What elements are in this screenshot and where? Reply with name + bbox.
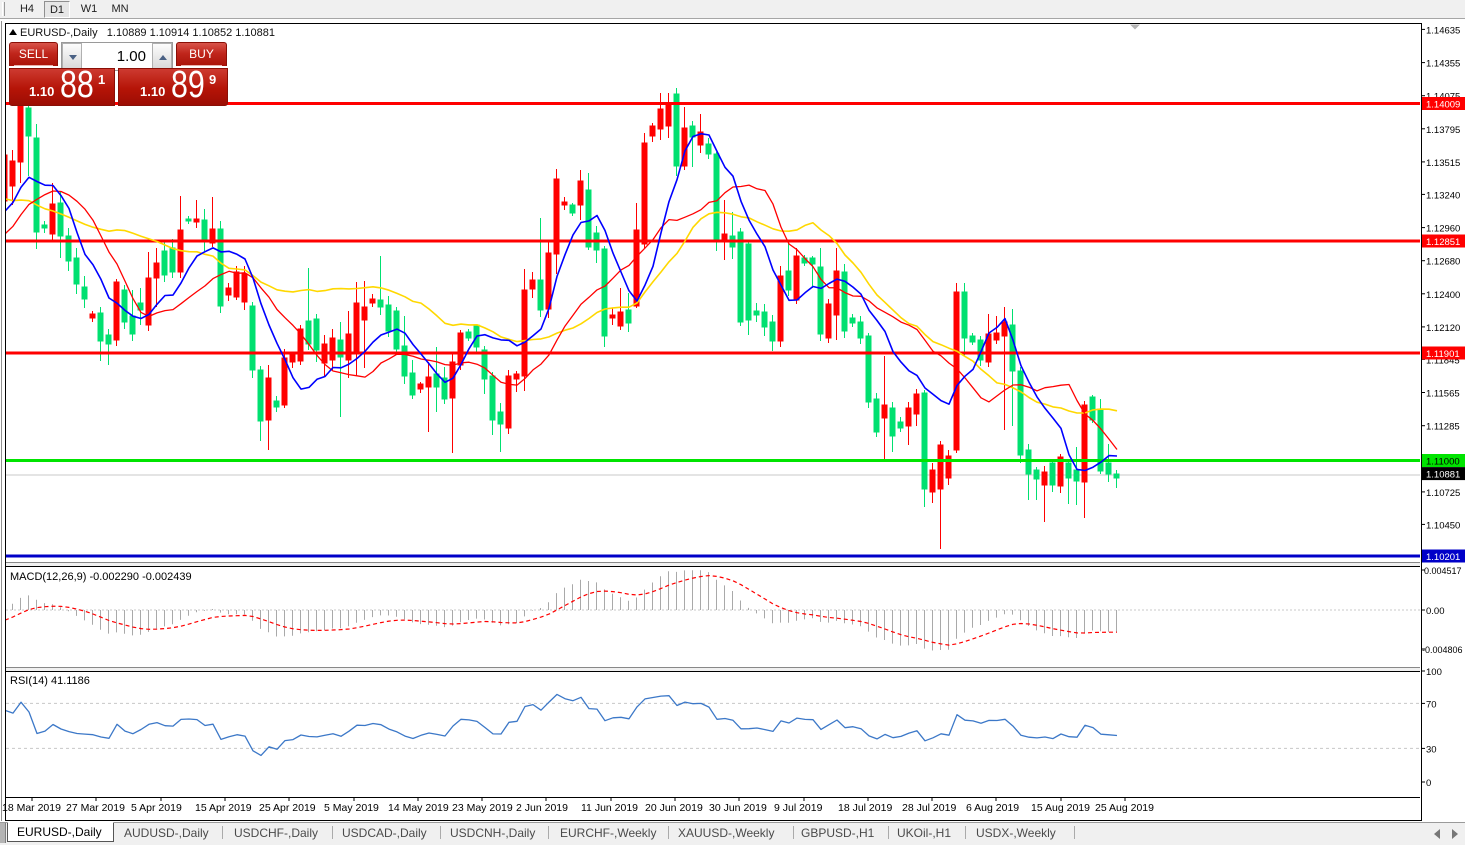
svg-text:1.12960: 1.12960 <box>1426 224 1460 235</box>
svg-text:5 Apr 2019: 5 Apr 2019 <box>131 802 182 814</box>
svg-text:1.11000: 1.11000 <box>1426 457 1460 468</box>
svg-text:2 Jun 2019: 2 Jun 2019 <box>516 802 568 814</box>
svg-text:15 Aug 2019: 15 Aug 2019 <box>1031 802 1090 814</box>
svg-text:100: 100 <box>1426 667 1442 678</box>
svg-text:9 Jul 2019: 9 Jul 2019 <box>774 802 823 814</box>
svg-text:28 Jul 2019: 28 Jul 2019 <box>902 802 956 814</box>
svg-text:0.00: 0.00 <box>1426 606 1445 617</box>
svg-text:11 Jun 2019: 11 Jun 2019 <box>581 802 638 814</box>
svg-text:15 Apr 2019: 15 Apr 2019 <box>195 802 252 814</box>
svg-text:18 Jul 2019: 18 Jul 2019 <box>838 802 892 814</box>
svg-text:20 Jun 2019: 20 Jun 2019 <box>645 802 703 814</box>
svg-text:1.10201: 1.10201 <box>1426 552 1460 563</box>
svg-text:-0.004806: -0.004806 <box>1422 645 1463 655</box>
svg-text:1.14635: 1.14635 <box>1426 25 1460 36</box>
svg-text:1.12680: 1.12680 <box>1426 257 1460 268</box>
svg-text:1.10450: 1.10450 <box>1426 520 1460 531</box>
svg-text:1.14355: 1.14355 <box>1426 59 1460 70</box>
svg-text:1.13795: 1.13795 <box>1426 125 1460 136</box>
svg-text:30 Jun 2019: 30 Jun 2019 <box>709 802 767 814</box>
svg-text:5 May 2019: 5 May 2019 <box>324 802 379 814</box>
svg-text:1.11285: 1.11285 <box>1426 422 1460 433</box>
svg-text:1.13240: 1.13240 <box>1426 190 1460 201</box>
svg-text:14 May 2019: 14 May 2019 <box>388 802 449 814</box>
svg-text:0.004517: 0.004517 <box>1424 566 1462 576</box>
svg-text:30: 30 <box>1426 744 1437 755</box>
svg-text:1.14009: 1.14009 <box>1426 100 1460 111</box>
svg-text:1.12400: 1.12400 <box>1426 290 1460 301</box>
svg-text:18 Mar 2019: 18 Mar 2019 <box>2 802 61 814</box>
svg-text:1.13515: 1.13515 <box>1426 158 1460 169</box>
svg-text:1.12851: 1.12851 <box>1426 237 1460 248</box>
svg-text:25 Apr 2019: 25 Apr 2019 <box>259 802 316 814</box>
svg-text:70: 70 <box>1426 699 1437 710</box>
svg-text:23 May 2019: 23 May 2019 <box>452 802 513 814</box>
svg-text:0: 0 <box>1426 778 1431 789</box>
svg-text:25 Aug 2019: 25 Aug 2019 <box>1095 802 1154 814</box>
svg-text:1.11901: 1.11901 <box>1426 349 1460 360</box>
svg-text:6 Aug 2019: 6 Aug 2019 <box>966 802 1019 814</box>
svg-text:1.10881: 1.10881 <box>1426 470 1460 481</box>
svg-text:27 Mar 2019: 27 Mar 2019 <box>66 802 125 814</box>
svg-text:1.11565: 1.11565 <box>1426 389 1460 400</box>
svg-text:1.12120: 1.12120 <box>1426 323 1460 334</box>
svg-text:1.11845: 1.11845 <box>1426 355 1460 366</box>
svg-text:1.10725: 1.10725 <box>1426 488 1460 499</box>
